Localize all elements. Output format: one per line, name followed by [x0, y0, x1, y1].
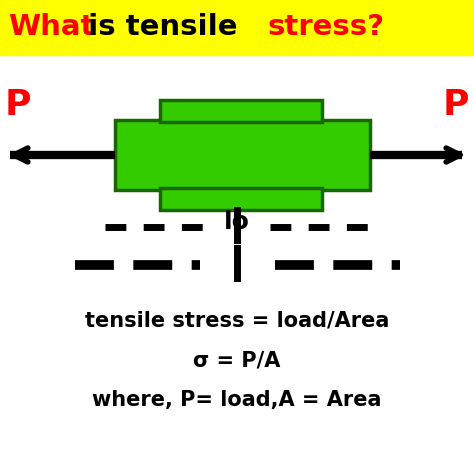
Text: l: l [233, 250, 241, 274]
Bar [115, 120, 370, 190]
Bar [160, 100, 322, 122]
Text: tensile stress = load/Area: tensile stress = load/Area [85, 310, 389, 330]
Text: stress?: stress? [268, 13, 385, 41]
Text: lo: lo [224, 210, 250, 234]
Text: P: P [443, 88, 469, 122]
Text: What: What [8, 13, 94, 41]
Text: where, P= load,A = Area: where, P= load,A = Area [92, 390, 382, 410]
Bar [160, 188, 322, 210]
Text: σ = P/A: σ = P/A [193, 350, 281, 370]
Text: P: P [5, 88, 31, 122]
Bar [0, 0, 474, 55]
Text: is tensile: is tensile [78, 13, 247, 41]
